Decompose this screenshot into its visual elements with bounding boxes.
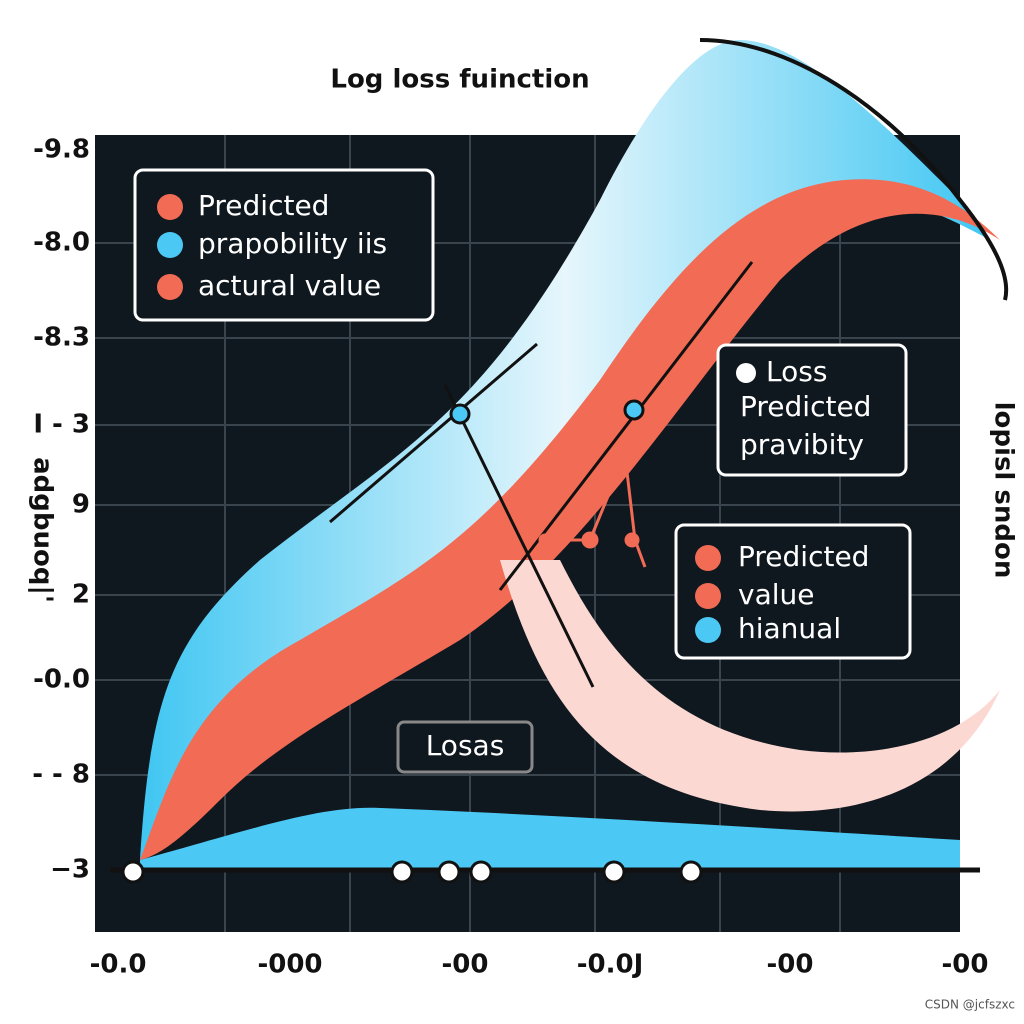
loss-area (140, 807, 960, 868)
legend-text: Predicted (198, 189, 329, 222)
curve-edge (699, 38, 1009, 301)
y-label: -0.0 (33, 665, 90, 695)
red-band (140, 179, 1000, 860)
y-label: −3 (50, 855, 90, 885)
legend-text: pravibity (740, 428, 864, 461)
legend-text: actural value (198, 269, 381, 302)
legend-text: value (738, 578, 814, 611)
y-label: - - 8 (32, 760, 90, 790)
x-label: -00 (942, 950, 989, 980)
x-label: -00 (767, 950, 814, 980)
legend-text: Predicted (740, 390, 871, 423)
title: Log loss fuinction (330, 65, 589, 95)
pink-band (500, 560, 1000, 812)
y-label: 9 (72, 490, 90, 520)
y-label: -9.8 (33, 135, 90, 165)
side-label-left: adgbuoq|' (28, 457, 58, 603)
legend-text: prapobility iis (198, 227, 387, 260)
box-label: Losas (426, 729, 505, 762)
x-label: -0.0J (577, 950, 644, 980)
legend-text: Predicted (738, 540, 869, 573)
x-label: -000 (257, 950, 322, 980)
x-label: -00 (442, 950, 489, 980)
y-label: I - 3 (33, 410, 90, 440)
watermark: CSDN @jcfszxc (925, 998, 1015, 1012)
baseline-points (121, 860, 703, 884)
loss-box: Losas (396, 720, 534, 774)
legend-text: Loss (766, 355, 827, 388)
y-label: -8.0 (33, 228, 90, 258)
marker (449, 403, 471, 425)
red-marks (538, 449, 647, 568)
side-label-right: lopisl sndon (989, 402, 1019, 579)
marker (623, 399, 645, 421)
x-label: -0.0 (90, 950, 147, 980)
legend-right-bottom: Predicted value hianual (674, 523, 912, 660)
y-label: 2 (72, 580, 90, 610)
legend-left: Predicted prapobility iis actural value (133, 168, 435, 322)
y-label: -8.3 (33, 323, 90, 353)
legend-right-top: Loss Predicted pravibity (716, 343, 908, 477)
legend-text: hianual (738, 612, 841, 645)
